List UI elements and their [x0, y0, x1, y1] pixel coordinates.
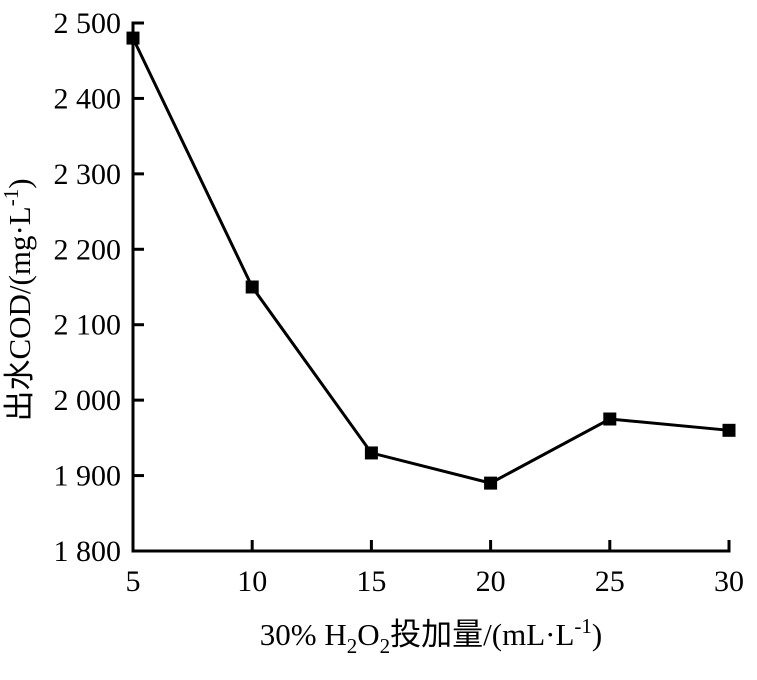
axes-lines	[131, 21, 731, 553]
x-tick-label: 5	[126, 565, 141, 598]
y-axis: 1 800 1 900 2 000 2 100 2 200 2 300 2 400 2 500	[54, 7, 144, 568]
y-tick-label: 2 200	[54, 233, 122, 266]
y-tick-label: 2 300	[54, 158, 122, 191]
x-tick-label: 30	[714, 565, 744, 598]
y-tick-label: 2 000	[54, 384, 122, 417]
y-tick-label: 1 800	[54, 535, 122, 568]
x-tick-label: 15	[356, 565, 386, 598]
data-point-marker	[364, 446, 378, 460]
x-axis-title: 30% H2O2投加量/(mL·L-1)	[260, 614, 602, 658]
data-point-marker	[722, 423, 736, 437]
y-tick-label: 1 900	[54, 460, 122, 493]
data-line	[131, 37, 730, 485]
data-point-marker	[126, 31, 140, 45]
y-axis-title: 出水COD/(mg·L-1)	[0, 178, 37, 421]
data-point-marker	[484, 476, 498, 490]
x-tick-label: 20	[476, 565, 506, 598]
x-axis: 5 10 15 20 25 30	[126, 540, 744, 598]
y-tick-label: 2 400	[54, 82, 122, 115]
y-tick-label: 2 500	[54, 7, 122, 40]
data-markers	[126, 31, 736, 490]
x-tick-label: 10	[237, 565, 267, 598]
data-point-marker	[245, 280, 259, 294]
y-tick-label: 2 100	[54, 309, 122, 342]
x-tick-label: 25	[595, 565, 625, 598]
data-point-marker	[603, 412, 617, 426]
